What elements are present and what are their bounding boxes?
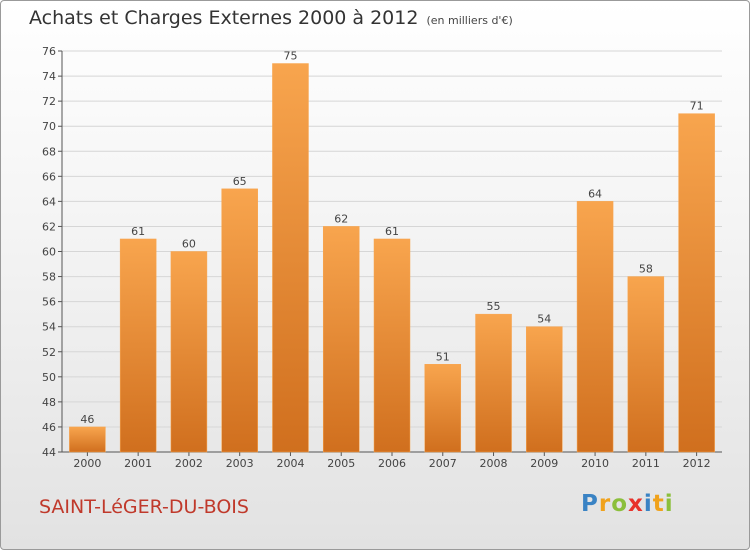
data-label-2002: 60 — [182, 238, 196, 251]
bar-2001 — [119, 238, 157, 453]
data-label-2004: 75 — [283, 50, 297, 63]
bar-2009 — [526, 326, 563, 453]
y-tick-label: 44 — [42, 446, 56, 459]
bar-2006 — [373, 238, 411, 453]
bar-2007 — [424, 364, 462, 453]
chart-subtitle: (en milliers d'€) — [426, 14, 513, 27]
bar-2003 — [221, 188, 258, 453]
y-tick-label: 46 — [42, 421, 56, 434]
bar-2011 — [627, 276, 665, 453]
y-tick-label: 62 — [42, 220, 56, 233]
bar-2005 — [322, 226, 360, 453]
place-name: SAINT-LéGER-DU-BOIS — [39, 496, 249, 518]
data-label-2008: 55 — [487, 300, 501, 313]
y-tick-label: 64 — [42, 195, 56, 208]
y-tick-label: 76 — [42, 45, 56, 58]
x-tick-label-2001: 2001 — [124, 457, 152, 470]
bar-2010 — [576, 201, 614, 453]
x-tick-label-2012: 2012 — [683, 457, 711, 470]
x-tick-label-2000: 2000 — [73, 457, 101, 470]
y-tick-label: 74 — [42, 70, 56, 83]
chart-title: Achats et Charges Externes 2000 à 2012 (e… — [29, 7, 513, 29]
y-tick-label: 60 — [42, 246, 56, 259]
x-tick-label-2004: 2004 — [276, 457, 304, 470]
y-tick-label: 56 — [42, 296, 56, 309]
x-tick-label-2002: 2002 — [175, 457, 203, 470]
bar-2004 — [272, 63, 309, 453]
bar-2008 — [475, 313, 512, 453]
proxiti-logo: Proxiti — [581, 491, 674, 517]
data-label-2005: 62 — [334, 212, 348, 225]
x-tick-label-2006: 2006 — [378, 457, 406, 470]
y-tick-label: 52 — [42, 346, 56, 359]
y-tick-label: 72 — [42, 95, 56, 108]
chart-title-text: Achats et Charges Externes 2000 à 2012 — [29, 7, 419, 29]
y-tick-label: 54 — [42, 321, 56, 334]
data-label-2000: 46 — [80, 413, 94, 426]
y-tick-label: 66 — [42, 170, 56, 183]
y-tick-label: 70 — [42, 120, 56, 133]
bars — [69, 63, 715, 453]
x-tick-label-2007: 2007 — [429, 457, 457, 470]
bar-2000 — [69, 426, 106, 453]
x-tick-label-2011: 2011 — [632, 457, 660, 470]
y-tick-label: 68 — [42, 145, 56, 158]
data-label-2003: 65 — [233, 175, 247, 188]
data-label-2001: 61 — [131, 225, 145, 238]
bar-2002 — [170, 251, 208, 453]
data-label-2009: 54 — [537, 313, 551, 326]
x-tick-label-2008: 2008 — [480, 457, 508, 470]
bar-2012 — [678, 113, 715, 453]
y-tick-label: 58 — [42, 271, 56, 284]
x-tick-label-2005: 2005 — [327, 457, 355, 470]
data-label-2012: 71 — [690, 100, 704, 113]
data-label-2010: 64 — [588, 187, 602, 200]
y-tick-label: 48 — [42, 396, 56, 409]
y-tick-label: 50 — [42, 371, 56, 384]
data-label-2006: 61 — [385, 225, 399, 238]
x-tick-label-2010: 2010 — [581, 457, 609, 470]
data-label-2011: 58 — [639, 263, 653, 276]
x-tick-label-2003: 2003 — [226, 457, 254, 470]
labels: 44 46 48 50 52 54 56 58 60 62 64 66 68 70 72 74 76 46 2000… — [42, 45, 711, 470]
data-label-2007: 51 — [436, 350, 450, 363]
x-tick-label-2009: 2009 — [530, 457, 558, 470]
